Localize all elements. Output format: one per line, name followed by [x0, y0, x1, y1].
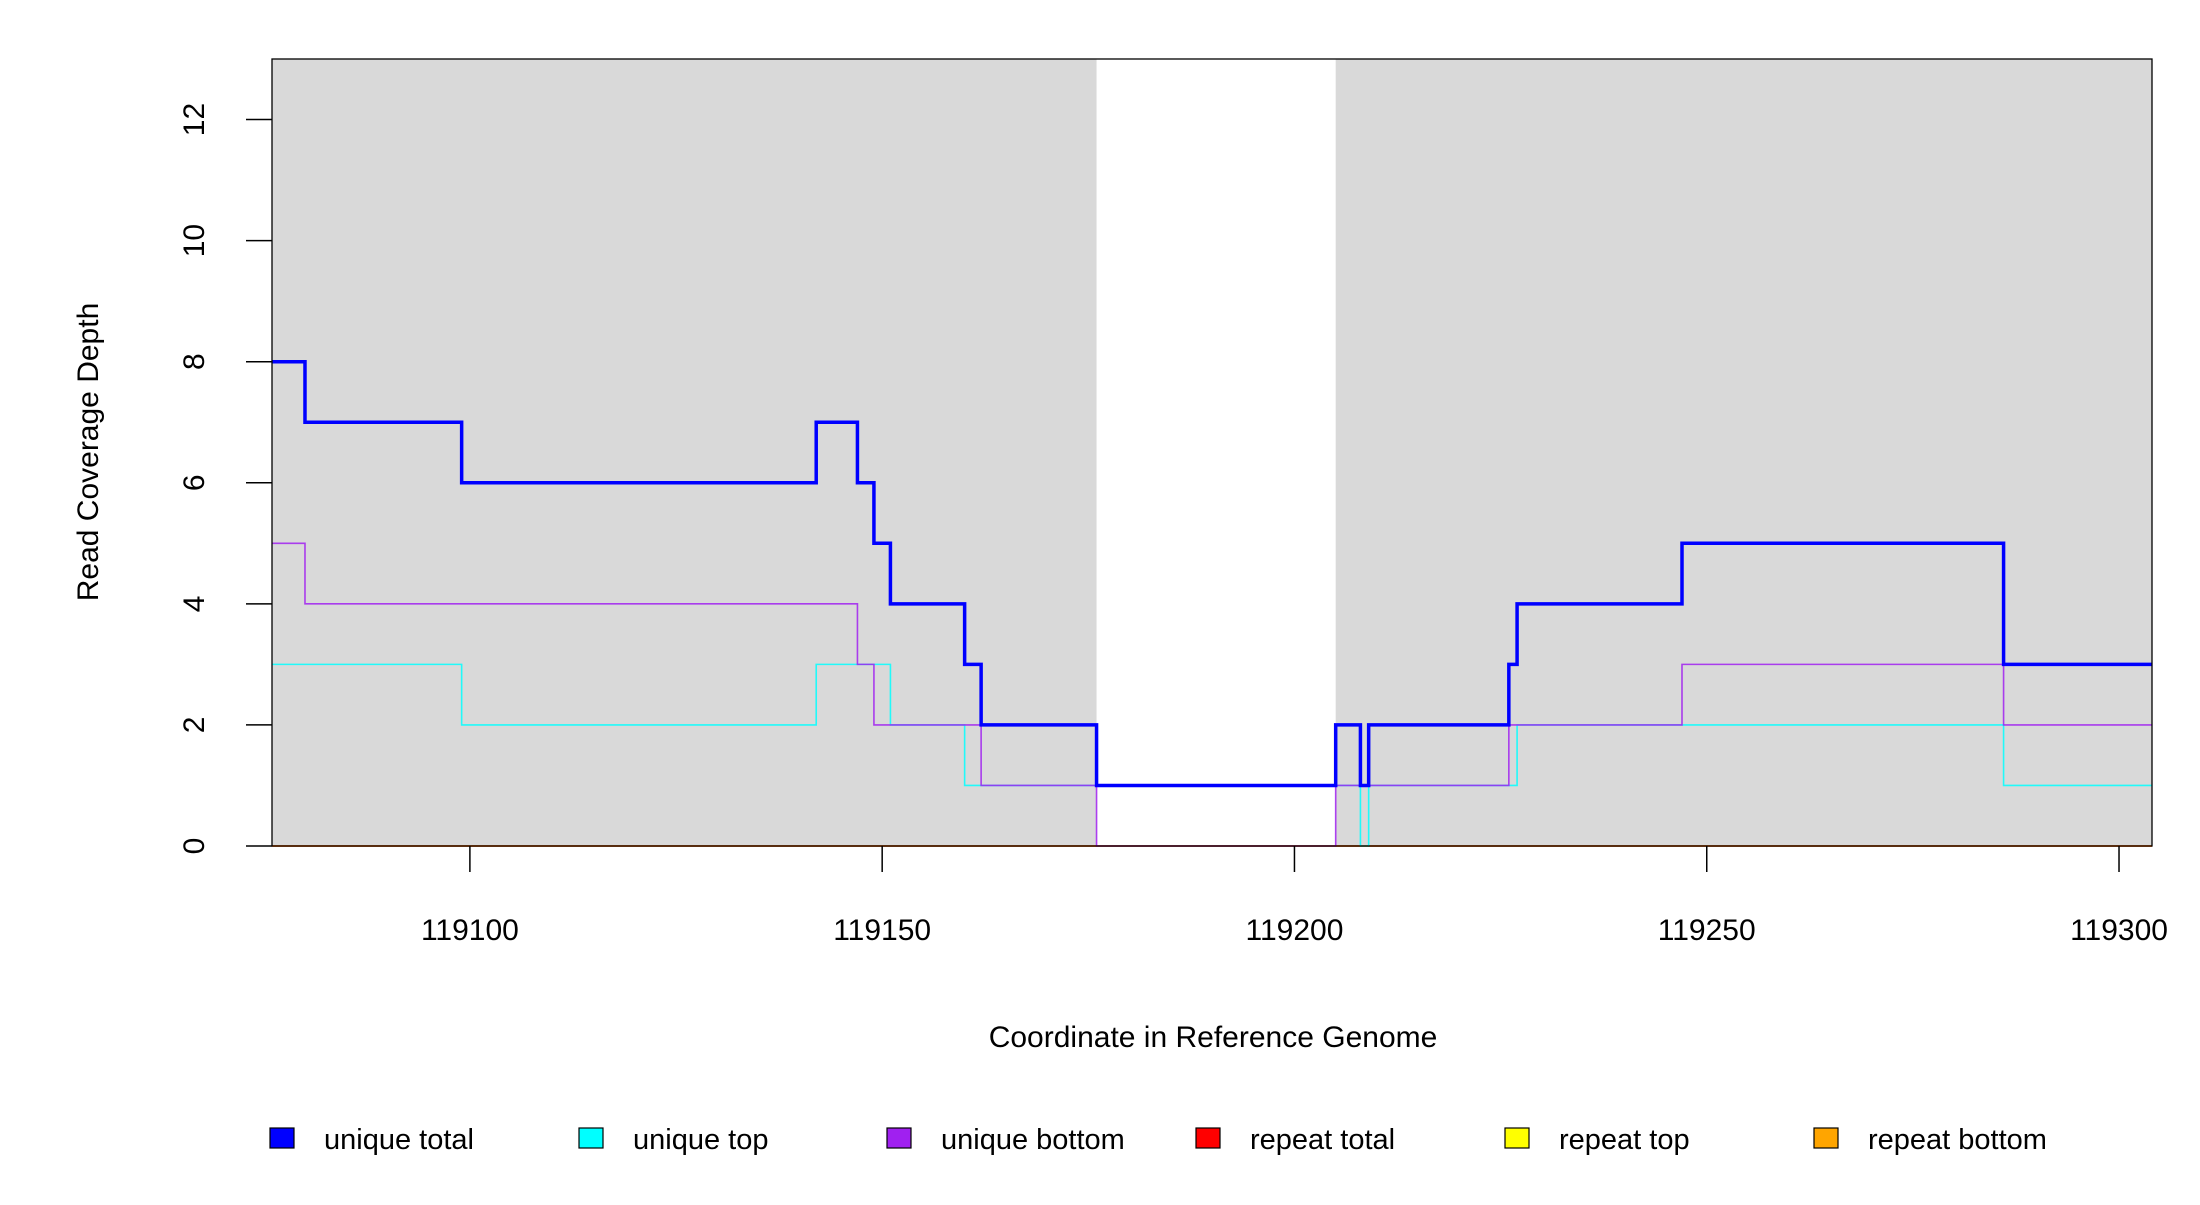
- x-tick-label: 119300: [2070, 914, 2168, 947]
- y-tick-label: 8: [178, 353, 211, 370]
- y-tick-label: 4: [178, 596, 211, 613]
- x-tick-label: 119250: [1658, 914, 1756, 947]
- y-tick-label: 0: [178, 838, 211, 855]
- y-tick-label: 2: [178, 717, 211, 734]
- x-axis-label: Coordinate in Reference Genome: [989, 1021, 1438, 1054]
- legend-swatch-repeat-total: [1195, 1127, 1221, 1149]
- y-tick-label: 6: [178, 474, 211, 491]
- y-axis: 0 2 4 6 8 10 12: [178, 103, 272, 854]
- legend-swatch-unique-top: [578, 1127, 604, 1149]
- y-tick-label: 10: [178, 224, 211, 257]
- plot-frame: [271, 58, 2153, 847]
- legend-label: repeat top: [1559, 1124, 1690, 1156]
- legend-label: unique top: [633, 1124, 768, 1156]
- series-unique-bottom: [272, 542, 2152, 847]
- shaded-region-1: [1335, 59, 2152, 846]
- legend-swatch-unique-total: [269, 1127, 295, 1149]
- legend-label: repeat bottom: [1868, 1124, 2047, 1156]
- legend-swatch-repeat-bottom: [1813, 1127, 1839, 1149]
- series-unique-total: [272, 359, 2152, 788]
- shaded-region-0: [272, 59, 1097, 846]
- legend: unique total unique top unique bottom repea…: [269, 1124, 2047, 1156]
- x-tick-label: 119200: [1246, 914, 1344, 947]
- legend-label: unique bottom: [941, 1124, 1125, 1156]
- legend-swatch-unique-bottom: [886, 1127, 912, 1149]
- shaded-regions: [272, 59, 2152, 846]
- x-tick-label: 119100: [421, 914, 519, 947]
- x-axis: 119100 119150 119200 119250 119300: [421, 846, 2168, 947]
- y-axis-label: Read Coverage Depth: [72, 303, 105, 602]
- x-tick-label: 119150: [833, 914, 931, 947]
- legend-label: unique total: [324, 1124, 474, 1156]
- y-tick-label: 12: [178, 103, 211, 136]
- legend-swatch-repeat-top: [1504, 1127, 1530, 1149]
- legend-label: repeat total: [1250, 1124, 1395, 1156]
